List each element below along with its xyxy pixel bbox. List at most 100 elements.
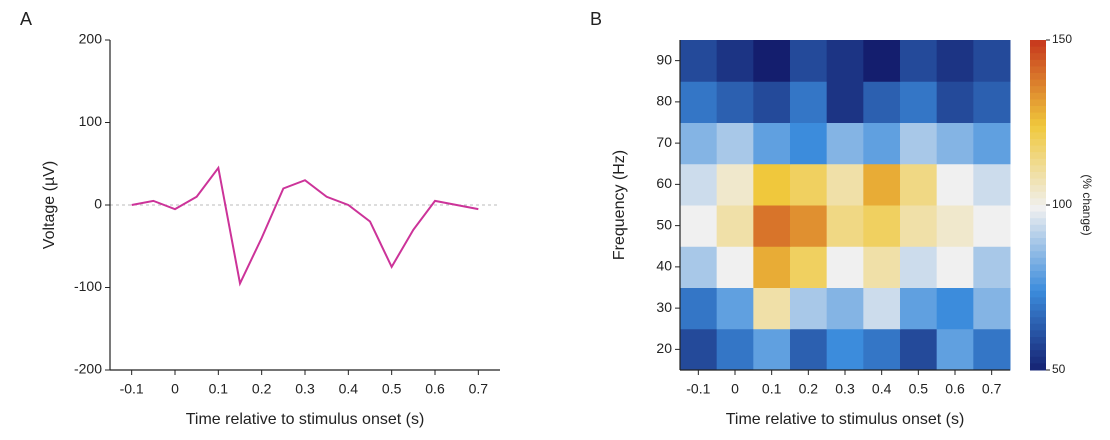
heatmap-cell: [717, 205, 754, 247]
x-axis-label: Time relative to stimulus onset (s): [726, 411, 965, 428]
heatmap-cell: [717, 164, 754, 206]
colorbar-segment: [1030, 126, 1046, 133]
x-tick-label: 0: [731, 381, 739, 397]
y-tick-label: 50: [656, 216, 672, 232]
colorbar-segment: [1030, 311, 1046, 318]
heatmap-cell: [717, 40, 754, 82]
heatmap-cell: [827, 288, 864, 330]
heatmap-cell: [680, 164, 717, 206]
colorbar-segment: [1030, 344, 1046, 351]
heatmap-cell: [753, 123, 790, 165]
heatmap-cell: [973, 329, 1010, 371]
colorbar-segment: [1030, 47, 1046, 54]
heatmap-cell: [790, 329, 827, 371]
colorbar-segment: [1030, 185, 1046, 192]
colorbar-segment: [1030, 152, 1046, 159]
colorbar-tick-label: 100: [1052, 197, 1072, 211]
x-tick-label: 0.1: [209, 381, 229, 397]
colorbar-segment: [1030, 66, 1046, 73]
colorbar-segment: [1030, 139, 1046, 146]
x-tick-label: 0.6: [425, 381, 445, 397]
x-tick-label: 0.6: [945, 381, 965, 397]
heatmap-cell: [790, 288, 827, 330]
colorbar-segment: [1030, 80, 1046, 87]
heatmap-cell: [790, 123, 827, 165]
heatmap-cell: [973, 246, 1010, 288]
heatmap-cell: [863, 123, 900, 165]
colorbar-segment: [1030, 165, 1046, 172]
heatmap-cell: [937, 40, 974, 82]
colorbar-segment: [1030, 93, 1046, 100]
x-tick-label: 0.5: [909, 381, 929, 397]
heatmap-cell: [900, 329, 937, 371]
heatmap-cell: [937, 123, 974, 165]
heatmap-cell: [717, 329, 754, 371]
colorbar-segment: [1030, 258, 1046, 265]
y-axis-label: Frequency (Hz): [611, 150, 628, 260]
colorbar-segment: [1030, 119, 1046, 126]
heatmap-cell: [900, 40, 937, 82]
heatmap-cell: [753, 246, 790, 288]
colorbar-segment: [1030, 324, 1046, 331]
heatmap-cell: [680, 123, 717, 165]
heatmap-cell: [900, 123, 937, 165]
colorbar-segment: [1030, 192, 1046, 199]
heatmap-cell: [937, 288, 974, 330]
colorbar-segment: [1030, 198, 1046, 205]
heatmap-cell: [680, 246, 717, 288]
colorbar-label: (% change): [1080, 174, 1094, 235]
colorbar-segment: [1030, 304, 1046, 311]
colorbar-segment: [1030, 225, 1046, 232]
heatmap-cell: [827, 329, 864, 371]
heatmap-cell: [717, 123, 754, 165]
heatmap-cell: [827, 81, 864, 123]
x-tick-label: 0.4: [339, 381, 359, 397]
y-tick-label: 100: [79, 113, 103, 129]
x-tick-label: 0.4: [872, 381, 892, 397]
heatmap-cell: [973, 123, 1010, 165]
colorbar-segment: [1030, 218, 1046, 225]
colorbar-segment: [1030, 357, 1046, 364]
heatmap-cell: [863, 164, 900, 206]
heatmap-cell: [827, 164, 864, 206]
colorbar-segment: [1030, 271, 1046, 278]
colorbar-segment: [1030, 212, 1046, 219]
heatmap-cell: [900, 205, 937, 247]
heatmap-cell: [863, 288, 900, 330]
heatmap-cell: [827, 205, 864, 247]
colorbar-segment: [1030, 251, 1046, 258]
y-tick-label: 200: [79, 31, 103, 47]
heatmap-cell: [680, 329, 717, 371]
colorbar-segment: [1030, 179, 1046, 186]
voltage-line: [132, 168, 479, 284]
colorbar-segment: [1030, 363, 1046, 370]
heatmap-cell: [827, 40, 864, 82]
heatmap-cell: [753, 329, 790, 371]
heatmap-cell: [680, 81, 717, 123]
heatmap-cell: [680, 288, 717, 330]
x-tick-label: 0.1: [762, 381, 782, 397]
heatmap-cell: [937, 164, 974, 206]
colorbar-segment: [1030, 278, 1046, 285]
colorbar-segment: [1030, 172, 1046, 179]
heatmap-cell: [863, 205, 900, 247]
heatmap-cell: [827, 246, 864, 288]
colorbar-segment: [1030, 284, 1046, 291]
colorbar-segment: [1030, 245, 1046, 252]
heatmap-cell: [753, 288, 790, 330]
x-tick-label: 0.2: [252, 381, 272, 397]
heatmap-cell: [680, 40, 717, 82]
colorbar-segment: [1030, 99, 1046, 106]
colorbar-segment: [1030, 73, 1046, 80]
heatmap-cell: [973, 40, 1010, 82]
colorbar-segment: [1030, 350, 1046, 357]
heatmap-cell: [753, 205, 790, 247]
heatmap-cell: [717, 246, 754, 288]
x-tick-label: -0.1: [120, 381, 144, 397]
heatmap-cell: [753, 40, 790, 82]
x-tick-label: 0: [171, 381, 179, 397]
heatmap-cell: [790, 246, 827, 288]
colorbar-segment: [1030, 330, 1046, 337]
colorbar-segment: [1030, 53, 1046, 60]
y-tick-label: 20: [656, 340, 672, 356]
